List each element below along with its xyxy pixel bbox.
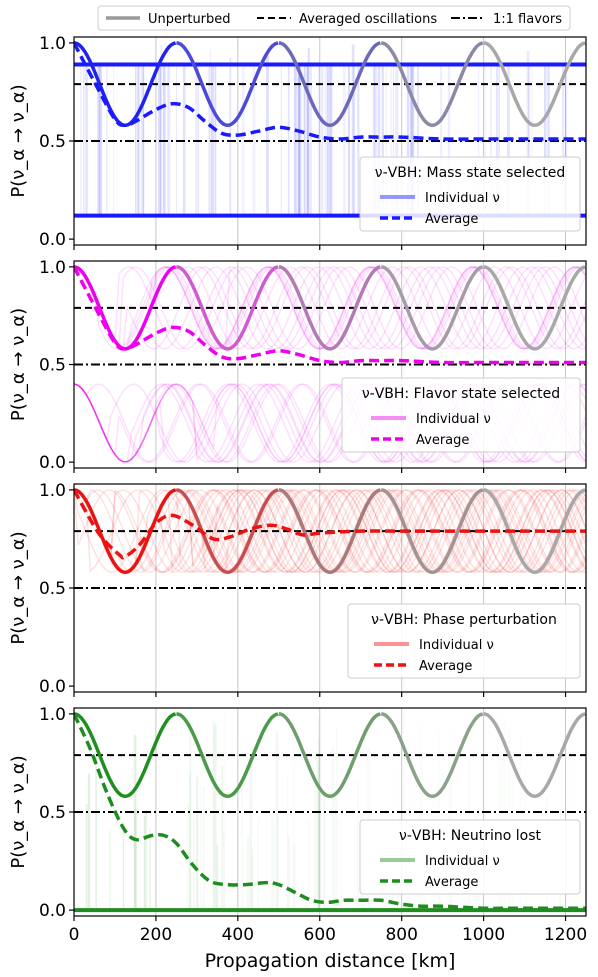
top-legend: Unperturbed Averaged oscillations 1:1 fl… (97, 5, 571, 31)
unperturbed-line (483, 265, 586, 351)
individual-trace (74, 266, 586, 350)
x-tick-label: 1000 (462, 925, 505, 945)
y-tick-label: 1.0 (39, 705, 66, 725)
unperturbed-line (483, 488, 586, 575)
unperturbed-line (483, 712, 586, 799)
top-legend-box (97, 5, 571, 31)
unperturbed-line (380, 712, 484, 799)
unperturbed-line (176, 488, 279, 575)
panel-legend-box (359, 156, 581, 232)
y-axis-label: P(ν_α → ν_α) (8, 308, 29, 421)
panel-legend: ν-VBH: Neutrino lost Individual ν Average (359, 819, 581, 895)
panel-legend-title: ν-VBH: Flavor state selected (362, 386, 560, 402)
legend-averaged-label: Averaged oscillations (299, 12, 437, 27)
x-tick-label: 200 (140, 925, 172, 945)
panel-legend: ν-VBH: Phase perturbation Individual ν Ave… (347, 603, 581, 679)
plot-area (74, 708, 586, 916)
y-tick-label: 0.5 (39, 579, 66, 599)
unperturbed-line (483, 41, 586, 128)
x-tick-label: 600 (304, 925, 336, 945)
individual-trace (74, 489, 586, 574)
individual-trace (74, 266, 586, 350)
x-tick-label: 1200 (544, 925, 587, 945)
y-tick-label: 0.0 (39, 230, 66, 250)
panel-legend-box (341, 377, 581, 453)
y-tick-label: 1.0 (39, 34, 66, 54)
unperturbed-line (278, 712, 381, 799)
unperturbed-line (380, 41, 484, 128)
average-line (74, 489, 586, 560)
unperturbed-line (380, 488, 484, 575)
panel-legend-title: ν-VBH: Mass state selected (375, 165, 565, 181)
unperturbed-line (380, 265, 484, 351)
panel-legend: ν-VBH: Mass state selected Individual ν Av… (359, 156, 581, 232)
y-axis-label: P(ν_α → ν_α) (8, 531, 29, 644)
individual-trace (74, 489, 586, 573)
legend-individual-label: Individual ν (416, 412, 491, 427)
legend-average-label: Average (425, 212, 478, 227)
unperturbed-line (176, 41, 279, 128)
individual-trace (74, 383, 586, 463)
x-tick-label: 0 (69, 925, 80, 945)
individual-trace (74, 489, 586, 573)
y-axis-label: P(ν_α → ν_α) (8, 84, 29, 197)
x-tick-label: 800 (385, 925, 417, 945)
average-line (74, 42, 586, 141)
legend-individual-label: Individual ν (425, 191, 500, 206)
unperturbed-line (176, 265, 279, 351)
panel-legend-box (347, 603, 581, 679)
individual-trace (74, 488, 586, 573)
unperturbed-line (176, 712, 279, 799)
unperturbed-line (74, 712, 177, 799)
legend-average-label: Average (419, 659, 472, 674)
individual-trace (74, 266, 586, 350)
legend-flavors-label: 1:1 flavors (493, 12, 562, 27)
x-tick-label: 400 (222, 925, 254, 945)
individual-trace (74, 383, 586, 463)
legend-average-label: Average (416, 433, 469, 448)
x-axis-label: Propagation distance [km] (205, 950, 456, 972)
y-tick-label: 0.5 (39, 356, 66, 376)
individual-trace (74, 266, 586, 350)
legend-individual-label: Individual ν (425, 854, 500, 869)
y-tick-label: 0.0 (39, 901, 66, 921)
y-tick-label: 1.0 (39, 258, 66, 278)
legend-average-label: Average (425, 875, 478, 890)
average-line (74, 266, 586, 365)
individual-trace (74, 488, 586, 574)
legend-unperturbed-label: Unperturbed (148, 12, 231, 27)
panel-legend-title: ν-VBH: Neutrino lost (399, 828, 541, 844)
individual-trace (74, 489, 586, 573)
individual-trace (74, 489, 586, 573)
unperturbed-line (278, 488, 381, 575)
y-tick-label: 0.0 (39, 677, 66, 697)
individual-trace (74, 489, 586, 574)
y-tick-label: 0.5 (39, 132, 66, 152)
individual-trace (74, 266, 586, 350)
legend-individual-label: Individual ν (419, 638, 494, 653)
y-axis-label: P(ν_α → ν_α) (8, 755, 29, 868)
individual-trace (74, 489, 586, 574)
panel-legend: ν-VBH: Flavor state selected Individual ν… (341, 377, 581, 453)
panel-legend-title: ν-VBH: Phase perturbation (371, 612, 557, 628)
unperturbed-line (74, 488, 177, 575)
average-line (74, 713, 586, 911)
y-tick-label: 0.5 (39, 803, 66, 823)
individual-trace (74, 489, 586, 573)
plot-area (74, 484, 586, 692)
chart-panel: 0.0 0.5 1.0 0 200 400 600 800 1000 1200 P(ν_α → ν_… (8, 705, 587, 945)
individual-trace (74, 266, 586, 350)
y-tick-label: 0.0 (39, 453, 66, 473)
individual-trace (74, 266, 586, 350)
panel-legend-box (359, 819, 581, 895)
y-tick-label: 1.0 (39, 481, 66, 501)
chart-panel: 0.0 0.5 1.0 P(ν_α → ν_α) ν-VBH: Flavor state… (8, 258, 587, 473)
chart-panel: 0.0 0.5 1.0 P(ν_α → ν_α) ν-VBH: Phase pertur… (8, 481, 587, 697)
unperturbed-line (278, 41, 381, 128)
unperturbed-line (278, 265, 381, 351)
individual-trace (74, 266, 586, 350)
chart-panel: 0.0 0.5 1.0 P(ν_α → ν_α) ν-VBH: Mass state s… (8, 34, 587, 250)
individual-trace (74, 266, 586, 350)
